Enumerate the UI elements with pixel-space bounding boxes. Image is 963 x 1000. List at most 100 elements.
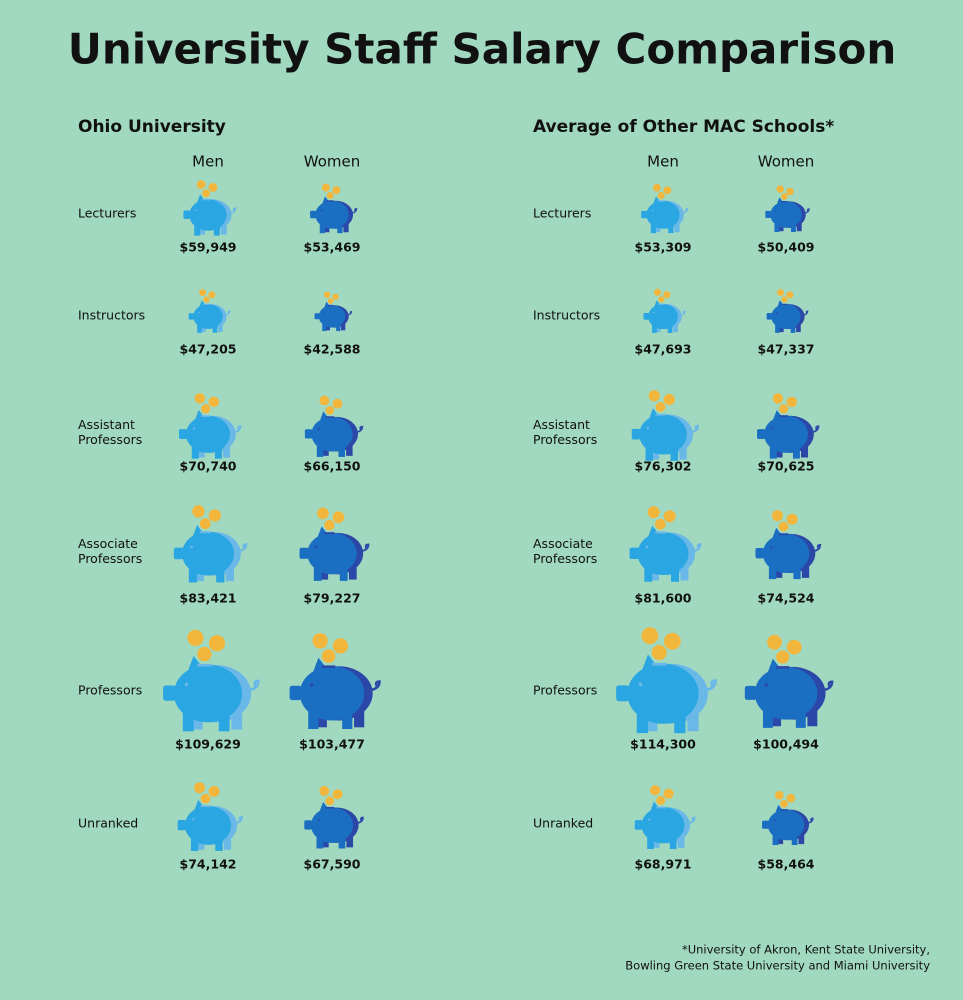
body: [307, 532, 357, 575]
coin: [332, 293, 339, 300]
slot: [202, 198, 210, 201]
leg: [319, 224, 325, 234]
piggy-bank: [314, 291, 353, 332]
coin: [199, 518, 211, 530]
leg: [216, 568, 225, 583]
ear: [653, 196, 661, 204]
coin: [776, 650, 790, 664]
coin: [663, 186, 672, 195]
leg: [680, 567, 689, 581]
value-label: $79,227: [304, 591, 361, 606]
tail: [347, 310, 353, 316]
coin: [208, 509, 221, 522]
body: [627, 663, 699, 724]
slot: [201, 415, 211, 417]
piggy-bank: [304, 395, 364, 457]
body: [193, 304, 223, 329]
tail: [234, 425, 242, 433]
tail: [688, 816, 696, 824]
leg: [182, 713, 194, 732]
coin: [312, 633, 328, 649]
eye: [320, 209, 323, 212]
value-label: $58,464: [758, 857, 815, 872]
snout: [762, 820, 769, 829]
slot: [778, 533, 789, 536]
body: [770, 201, 802, 228]
coin: [655, 401, 666, 412]
ear: [772, 527, 783, 538]
piggy-bank: [310, 183, 358, 234]
body: [189, 199, 227, 231]
value-label: $50,409: [758, 240, 815, 255]
coin: [649, 785, 661, 796]
leg: [793, 566, 801, 580]
snout: [643, 313, 649, 320]
piggy-bank: [766, 289, 809, 333]
coin: [648, 390, 660, 402]
row-label: Unranked: [533, 815, 594, 831]
snout: [310, 210, 317, 219]
coin: [332, 638, 349, 654]
row-label: Associate Professors: [533, 536, 598, 566]
tail: [680, 310, 686, 316]
coin: [781, 193, 788, 200]
snout: [631, 428, 641, 440]
leg: [338, 837, 346, 849]
body: [310, 807, 354, 843]
piggy-bank: [755, 510, 822, 580]
leg: [339, 567, 348, 581]
eye: [197, 311, 200, 314]
leg: [346, 445, 353, 456]
tail: [812, 425, 820, 433]
slot: [780, 809, 788, 811]
snout: [163, 685, 176, 701]
leg: [190, 838, 199, 851]
coin: [786, 793, 796, 803]
snout: [314, 313, 320, 320]
eye: [770, 546, 773, 549]
leg: [313, 567, 322, 581]
tail: [356, 425, 364, 433]
piggy-bank: [616, 627, 717, 734]
footnote: *University of Akron, Kent State Univers…: [682, 943, 930, 957]
legend-label: Women: [304, 153, 360, 171]
leg: [348, 566, 357, 580]
leg: [316, 446, 324, 457]
coin: [786, 291, 794, 299]
snout: [289, 685, 302, 701]
coin: [657, 192, 665, 200]
coin: [194, 782, 205, 794]
leg: [215, 838, 223, 851]
piggy-bank: [304, 785, 364, 849]
leg: [337, 224, 343, 234]
eye: [317, 427, 321, 430]
slot: [779, 415, 789, 417]
snout: [188, 313, 195, 320]
coin: [197, 646, 212, 662]
leg: [762, 711, 773, 728]
tail: [813, 543, 822, 552]
leg: [644, 568, 653, 582]
slot: [203, 303, 210, 305]
tail: [804, 208, 810, 214]
leg: [197, 325, 202, 333]
coin: [776, 185, 784, 193]
piggy-bank: [634, 785, 696, 850]
eye: [192, 427, 196, 430]
eye: [322, 312, 325, 314]
leg: [223, 445, 231, 458]
leg: [188, 568, 198, 583]
eye: [651, 209, 654, 212]
coin: [201, 404, 211, 414]
leg: [790, 223, 796, 233]
body: [771, 304, 801, 329]
snout: [641, 210, 648, 219]
leg: [191, 447, 199, 459]
coin: [332, 511, 345, 524]
coin: [208, 635, 226, 652]
page-title: University Staff Salary Comparison: [68, 25, 897, 74]
leg: [677, 836, 685, 848]
leg: [671, 568, 680, 582]
leg: [796, 222, 802, 232]
ear: [195, 409, 205, 420]
